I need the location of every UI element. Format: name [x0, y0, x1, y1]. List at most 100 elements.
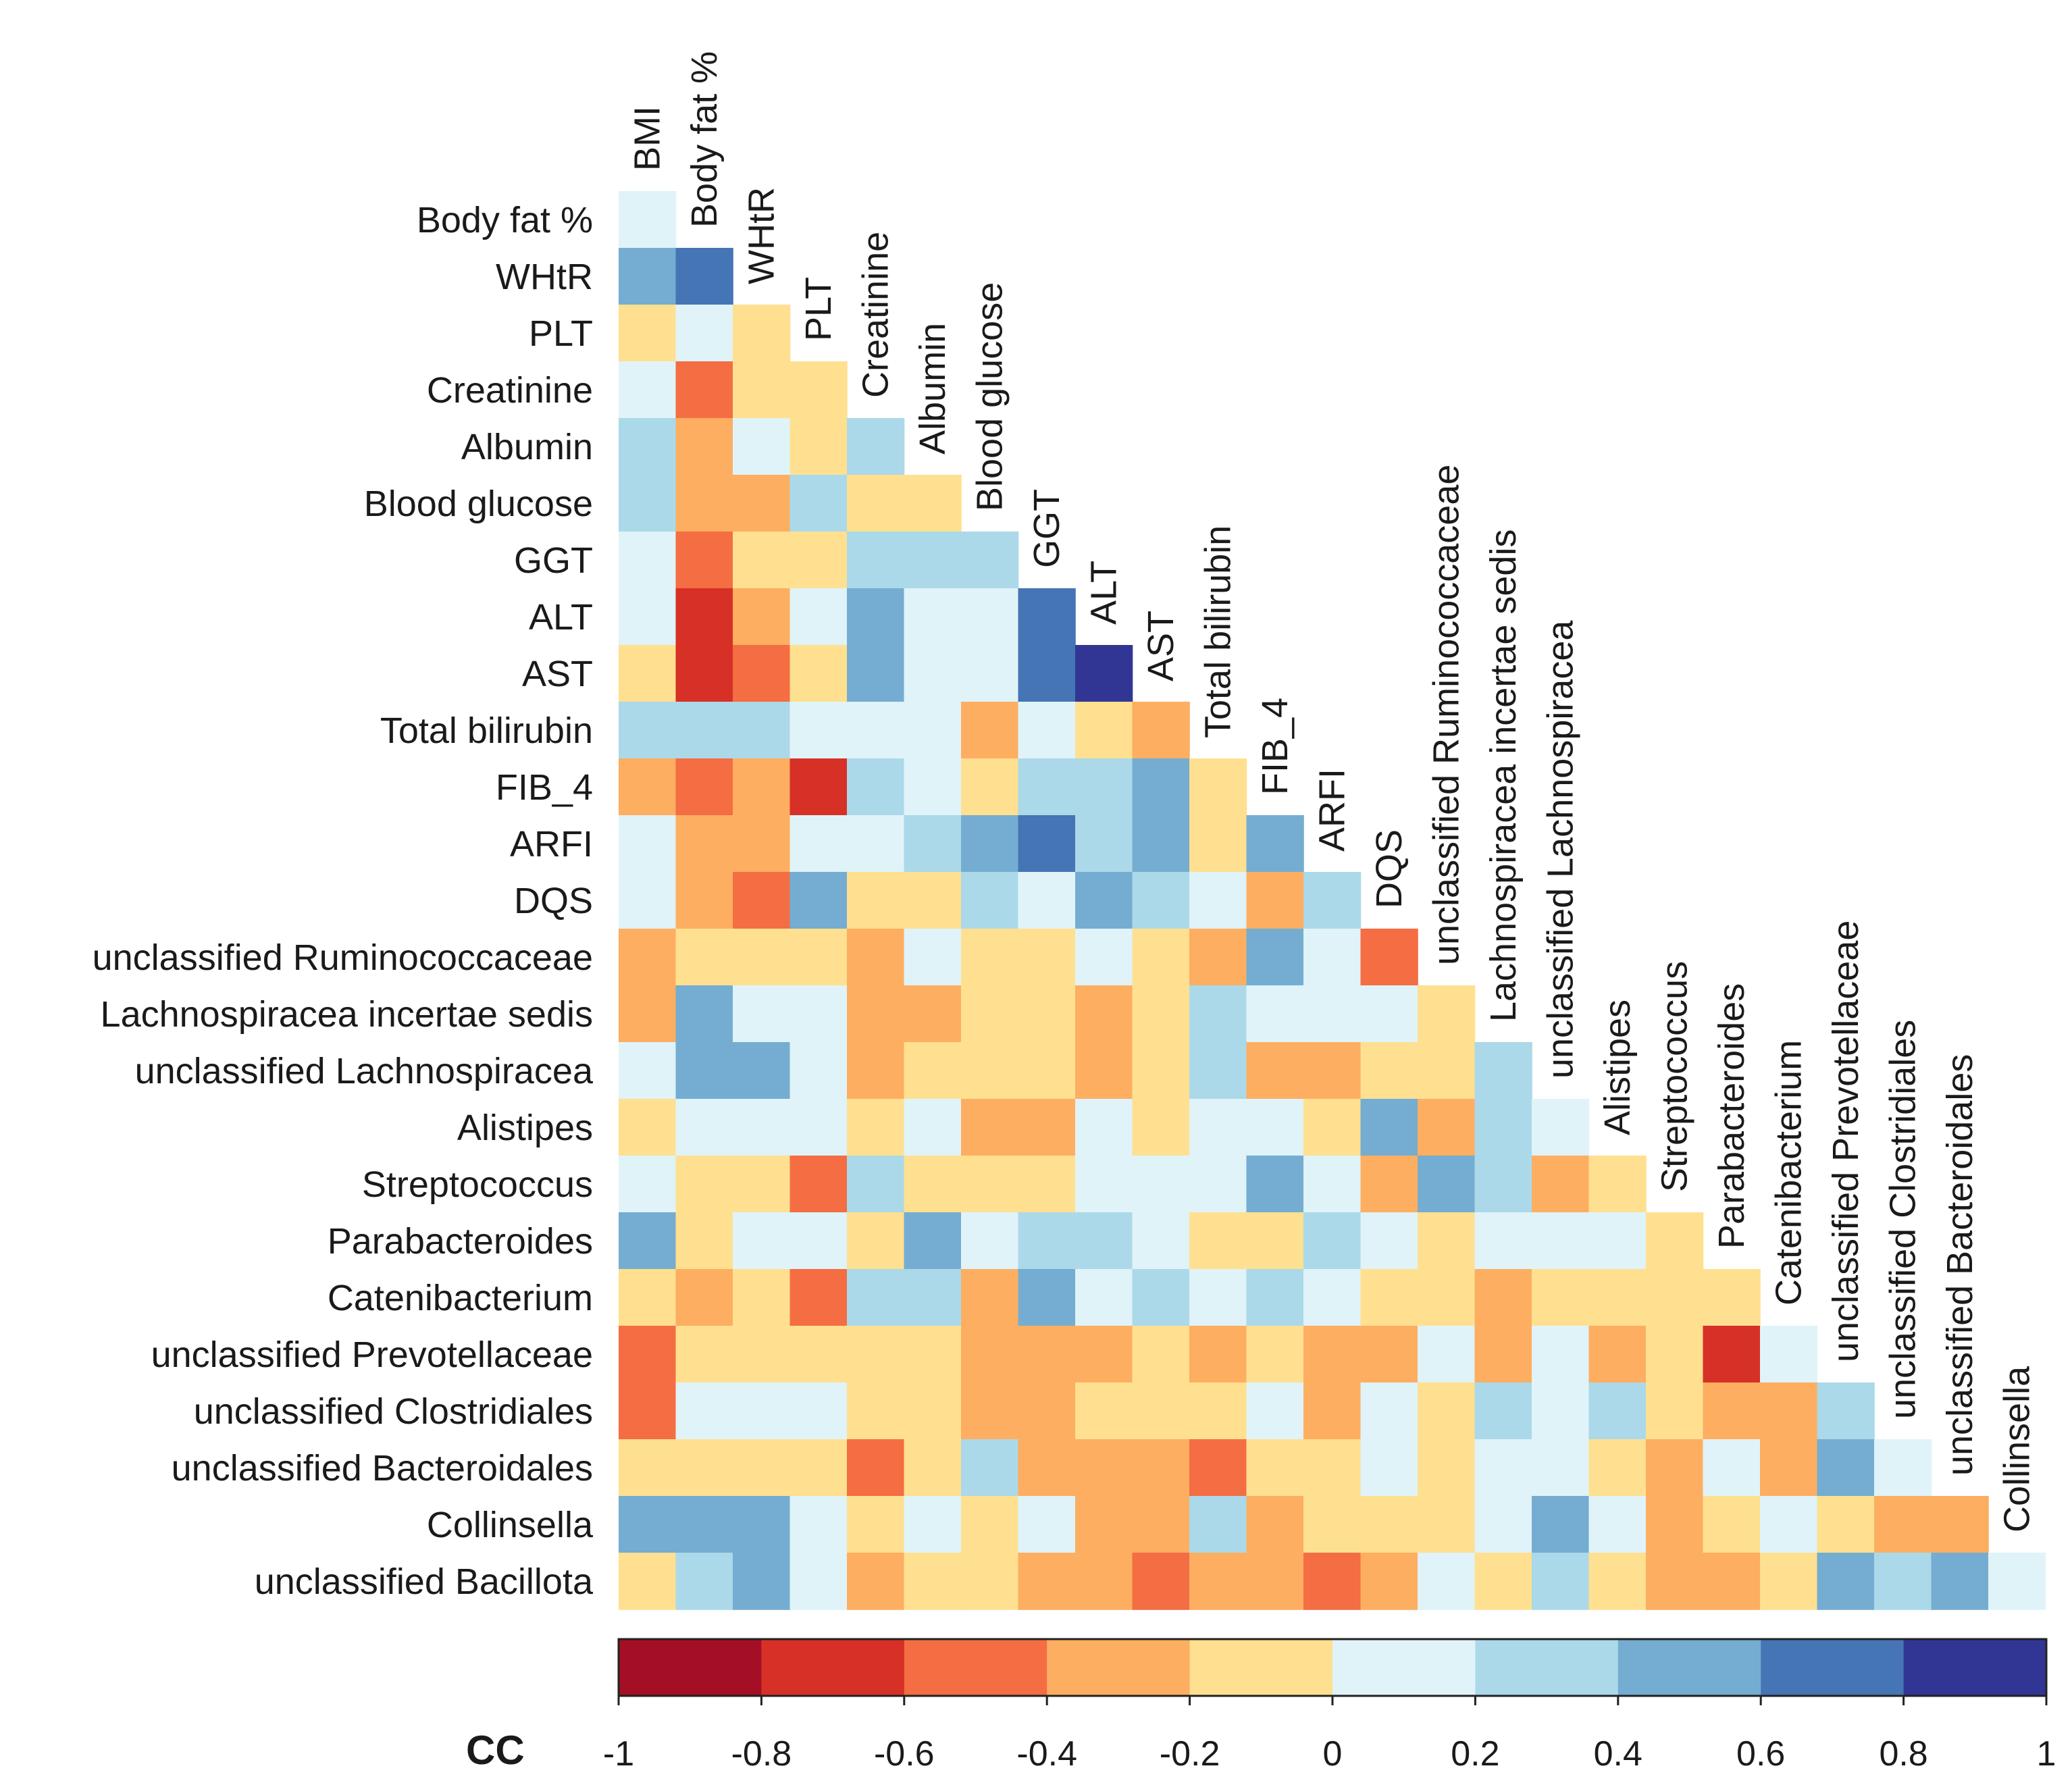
heatmap-cell-r21-c2 — [733, 1382, 791, 1440]
heatmap-cell-r22-c11 — [1246, 1439, 1304, 1497]
column-label-ggt: GGT — [1027, 489, 1067, 568]
row-label-unclassified-prevotellaceae: unclassified Prevotellaceae — [151, 1335, 593, 1375]
heatmap-cell-r20-c2 — [733, 1326, 791, 1383]
heatmap-cell-r14-c1 — [675, 985, 733, 1043]
heatmap-cell-r7-c1 — [675, 588, 733, 646]
heatmap-cell-r14-c2 — [733, 985, 791, 1043]
heatmap-cell-r13-c1 — [675, 929, 733, 986]
heatmap-cell-r16-c7 — [1018, 1099, 1076, 1156]
heatmap-cell-r15-c10 — [1189, 1042, 1247, 1100]
heatmap-cell-r22-c3 — [789, 1439, 848, 1497]
heatmap-cell-r8-c8 — [1075, 645, 1133, 702]
heatmap-cell-r16-c8 — [1075, 1099, 1133, 1156]
heatmap-cell-r24-c13 — [1360, 1553, 1418, 1610]
heatmap-cell-r16-c2 — [733, 1099, 791, 1156]
heatmap-cell-r19-c16 — [1532, 1269, 1590, 1326]
column-label-collinsella: Collinsella — [1996, 1366, 2037, 1532]
heatmap-cell-r22-c9 — [1132, 1439, 1190, 1497]
heatmap-cell-r18-c9 — [1132, 1212, 1190, 1270]
heatmap-cell-r12-c11 — [1246, 872, 1304, 929]
heatmap-cell-r12-c2 — [733, 872, 791, 929]
heatmap-cell-r24-c2 — [733, 1553, 791, 1610]
column-label-whtr: WHtR — [741, 187, 781, 284]
heatmap-cell-r13-c8 — [1075, 929, 1133, 986]
heatmap-cell-r16-c9 — [1132, 1099, 1190, 1156]
color-scale-bin-5 — [1332, 1639, 1476, 1696]
heatmap-cell-r21-c12 — [1303, 1382, 1362, 1440]
heatmap-cell-r18-c7 — [1018, 1212, 1076, 1270]
heatmap-cell-r14-c4 — [847, 985, 905, 1043]
heatmap-cell-r16-c16 — [1532, 1099, 1590, 1156]
heatmap-cell-r21-c18 — [1646, 1382, 1704, 1440]
heatmap-cell-r21-c10 — [1189, 1382, 1247, 1440]
heatmap-cell-r12-c12 — [1303, 872, 1362, 929]
heatmap-cell-r7-c4 — [847, 588, 905, 646]
heatmap-cell-r20-c0 — [619, 1326, 677, 1383]
heatmap-cell-r13-c12 — [1303, 929, 1362, 986]
heatmap-cell-r23-c13 — [1360, 1496, 1418, 1553]
heatmap-cell-r19-c4 — [847, 1269, 905, 1326]
row-label-alistipes: Alistipes — [457, 1108, 593, 1148]
heatmap-cell-r22-c4 — [847, 1439, 905, 1497]
heatmap-cell-r6-c2 — [733, 532, 791, 589]
heatmap-cell-r8-c6 — [961, 645, 1019, 702]
heatmap-cell-r3-c0 — [619, 361, 677, 419]
heatmap-cell-r15-c1 — [675, 1042, 733, 1100]
heatmap-cell-r11-c7 — [1018, 815, 1076, 873]
heatmap-cell-r24-c6 — [961, 1553, 1019, 1610]
row-label-parabacteroides: Parabacteroides — [328, 1221, 593, 1262]
heatmap-cell-r17-c7 — [1018, 1156, 1076, 1213]
color-scale-bin-3 — [1047, 1639, 1191, 1696]
heatmap-cell-r14-c9 — [1132, 985, 1190, 1043]
heatmap-cell-r10-c2 — [733, 758, 791, 816]
heatmap-cell-r11-c3 — [789, 815, 848, 873]
heatmap-cell-r14-c14 — [1418, 985, 1476, 1043]
heatmap-cell-r7-c7 — [1018, 588, 1076, 646]
heatmap-cell-r11-c4 — [847, 815, 905, 873]
heatmap-cell-r21-c6 — [961, 1382, 1019, 1440]
heatmap-cell-r5-c4 — [847, 475, 905, 532]
heatmap-cell-r21-c11 — [1246, 1382, 1304, 1440]
heatmap-cell-r24-c4 — [847, 1553, 905, 1610]
color-scale-bin-0 — [619, 1639, 762, 1696]
heatmap-cell-r24-c5 — [904, 1553, 962, 1610]
heatmap-cell-r22-c18 — [1646, 1439, 1704, 1497]
heatmap-cell-r13-c0 — [619, 929, 677, 986]
heatmap-cell-r19-c0 — [619, 1269, 677, 1326]
heatmap-cell-r23-c8 — [1075, 1496, 1133, 1553]
color-scale-bin-9 — [1903, 1639, 2047, 1696]
heatmap-cell-r21-c20 — [1760, 1382, 1818, 1440]
heatmap-cell-r16-c14 — [1418, 1099, 1476, 1156]
heatmap-cell-r20-c12 — [1303, 1326, 1362, 1383]
column-label-unclassified-ruminococcaceae: unclassified Ruminococcaceae — [1426, 465, 1466, 965]
heatmap-cell-r24-c21 — [1817, 1553, 1875, 1610]
heatmap-cell-r19-c12 — [1303, 1269, 1362, 1326]
heatmap-cell-r24-c22 — [1874, 1553, 1932, 1610]
heatmap-cell-r11-c11 — [1246, 815, 1304, 873]
heatmap-cell-r22-c22 — [1874, 1439, 1932, 1497]
heatmap-cell-r14-c3 — [789, 985, 848, 1043]
heatmap-cell-r23-c16 — [1532, 1496, 1590, 1553]
heatmap-cell-r18-c16 — [1532, 1212, 1590, 1270]
heatmap-cell-r24-c10 — [1189, 1553, 1247, 1610]
color-scale-tick-label-2: -0.6 — [874, 1734, 935, 1774]
heatmap-cell-r9-c5 — [904, 702, 962, 759]
heatmap-cell-r19-c15 — [1474, 1269, 1532, 1326]
heatmap-cell-r15-c6 — [961, 1042, 1019, 1100]
heatmap-cell-r1-c1 — [675, 248, 733, 305]
heatmap-cell-r22-c16 — [1532, 1439, 1590, 1497]
heatmap-cell-r8-c5 — [904, 645, 962, 702]
color-scale-label: CC — [466, 1728, 525, 1773]
heatmap-cell-r23-c2 — [733, 1496, 791, 1553]
heatmap-cell-r17-c3 — [789, 1156, 848, 1213]
heatmap-cell-r16-c6 — [961, 1099, 1019, 1156]
row-label-collinsella: Collinsella — [427, 1505, 594, 1545]
heatmap-cell-r17-c11 — [1246, 1156, 1304, 1213]
heatmap-cell-r24-c0 — [619, 1553, 677, 1610]
heatmap-cell-r21-c15 — [1474, 1382, 1532, 1440]
heatmap-cell-r24-c16 — [1532, 1553, 1590, 1610]
column-label-plt: PLT — [798, 277, 839, 341]
heatmap-cell-r23-c4 — [847, 1496, 905, 1553]
heatmap-cell-r23-c7 — [1018, 1496, 1076, 1553]
heatmap-cell-r4-c2 — [733, 418, 791, 475]
